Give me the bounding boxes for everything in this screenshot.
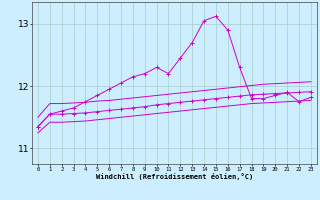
X-axis label: Windchill (Refroidissement éolien,°C): Windchill (Refroidissement éolien,°C) (96, 173, 253, 180)
